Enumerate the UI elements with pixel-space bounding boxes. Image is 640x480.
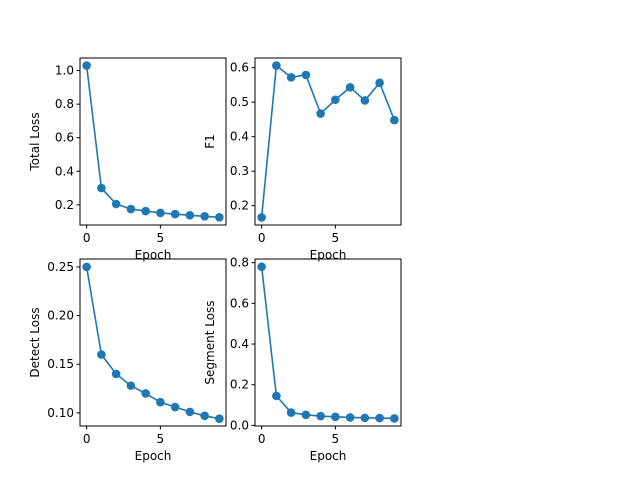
detect-loss-axes-frame <box>79 258 227 427</box>
total-loss-panel: 0 5 0.2 0.4 0.6 0.8 1.0 Epoch Total Loss <box>28 57 227 262</box>
detect-loss-series-line <box>85 266 220 420</box>
detect-loss-data-point <box>156 397 165 407</box>
y-tick-label: 0.6 <box>55 131 74 145</box>
x-tick-label: 5 <box>157 231 165 245</box>
f1-data-point <box>331 95 340 105</box>
detect-loss-data-point <box>111 369 121 379</box>
segment-loss-series-line <box>260 266 395 420</box>
y-tick-label: 0.10 <box>47 406 74 420</box>
y-tick-label: 0.6 <box>230 61 249 75</box>
segment-loss-axes-frame <box>254 258 402 427</box>
detect-loss-data-point <box>215 414 224 424</box>
f1-x-axis-label: Epoch <box>310 248 347 262</box>
y-tick-label: 0.4 <box>230 130 249 144</box>
f1-series-line <box>260 64 396 218</box>
y-tick-label: 0.4 <box>55 164 74 178</box>
f1-axes-frame <box>254 57 402 226</box>
x-tick-label: 0 <box>83 432 91 446</box>
total-loss-data-point <box>111 199 121 209</box>
segment-loss-data-point <box>286 408 296 417</box>
detect-loss-panel: 0 5 0.10 0.15 0.20 0.25 Epoch Detect Loss <box>28 258 227 463</box>
detect-loss-y-axis-label: Detect Loss <box>28 307 42 377</box>
total-loss-series-line <box>85 65 220 219</box>
total-loss-data-point <box>82 61 91 70</box>
f1-data-point <box>390 115 399 125</box>
y-tick-label: 0.15 <box>47 357 74 371</box>
segment-loss-data-point <box>345 413 355 422</box>
segment-loss-data-point <box>272 391 281 401</box>
total-loss-data-point <box>185 210 195 220</box>
y-tick-label: 0.0 <box>230 418 249 432</box>
f1-data-point <box>345 83 355 92</box>
y-tick-label: 0.5 <box>230 95 249 109</box>
detect-loss-data-point <box>126 381 136 390</box>
f1-panel: 0 5 0.2 0.3 0.4 0.5 0.6 Epoch F1 <box>203 57 402 262</box>
total-loss-data-point <box>215 212 224 222</box>
f1-data-point <box>360 96 370 105</box>
segment-loss-data-point <box>331 412 340 422</box>
x-tick-label: 0 <box>258 432 266 446</box>
f1-data-point <box>286 73 296 82</box>
segment-loss-data-point <box>316 411 325 421</box>
f1-data-point <box>257 213 266 222</box>
detect-loss-data-point <box>200 411 209 421</box>
x-tick-label: 0 <box>83 231 91 245</box>
x-tick-label: 0 <box>258 231 266 245</box>
f1-y-axis-label: F1 <box>203 134 217 149</box>
detect-loss-data-point <box>97 350 106 359</box>
segment-loss-data-point <box>360 413 370 423</box>
total-loss-data-point <box>97 183 106 193</box>
f1-data-point <box>375 78 384 88</box>
total-loss-y-axis-label: Total Loss <box>28 112 42 171</box>
segment-loss-data-point <box>375 413 384 423</box>
x-tick-label: 5 <box>332 432 340 446</box>
segment-loss-data-point <box>257 262 266 272</box>
y-tick-label: 0.20 <box>47 309 74 323</box>
total-loss-data-point <box>170 209 180 219</box>
segment-loss-x-axis-label: Epoch <box>310 449 347 463</box>
segment-loss-data-point <box>390 414 399 423</box>
total-loss-data-point <box>200 211 209 221</box>
detect-loss-data-point <box>185 407 195 417</box>
y-tick-label: 0.8 <box>230 256 249 270</box>
total-loss-x-axis-label: Epoch <box>135 248 172 262</box>
f1-data-point <box>316 109 325 118</box>
total-loss-axes-frame <box>79 57 227 226</box>
y-tick-label: 0.4 <box>230 337 249 351</box>
y-tick-label: 0.8 <box>55 97 74 111</box>
detect-loss-data-point <box>170 402 180 412</box>
y-tick-label: 0.2 <box>55 198 74 212</box>
detect-loss-data-point <box>141 389 150 398</box>
y-tick-label: 0.2 <box>230 199 249 213</box>
f1-data-point <box>272 61 281 70</box>
y-tick-label: 0.25 <box>47 260 74 274</box>
y-tick-label: 0.3 <box>230 164 249 178</box>
segment-loss-panel: 0 5 0.0 0.2 0.4 0.6 0.8 Epoch Segment Loss <box>203 256 402 463</box>
y-tick-label: 0.2 <box>230 378 249 392</box>
total-loss-data-point <box>156 208 165 218</box>
x-tick-label: 5 <box>332 231 340 245</box>
detect-loss-x-axis-label: Epoch <box>135 449 172 463</box>
segment-loss-data-point <box>301 410 311 420</box>
f1-data-point <box>301 70 311 80</box>
segment-loss-y-axis-label: Segment Loss <box>203 300 217 384</box>
total-loss-data-point <box>141 206 150 216</box>
y-tick-label: 0.6 <box>230 296 249 310</box>
detect-loss-data-point <box>82 262 91 272</box>
y-tick-label: 1.0 <box>55 64 74 78</box>
total-loss-data-point <box>126 204 136 214</box>
x-tick-label: 5 <box>157 432 165 446</box>
